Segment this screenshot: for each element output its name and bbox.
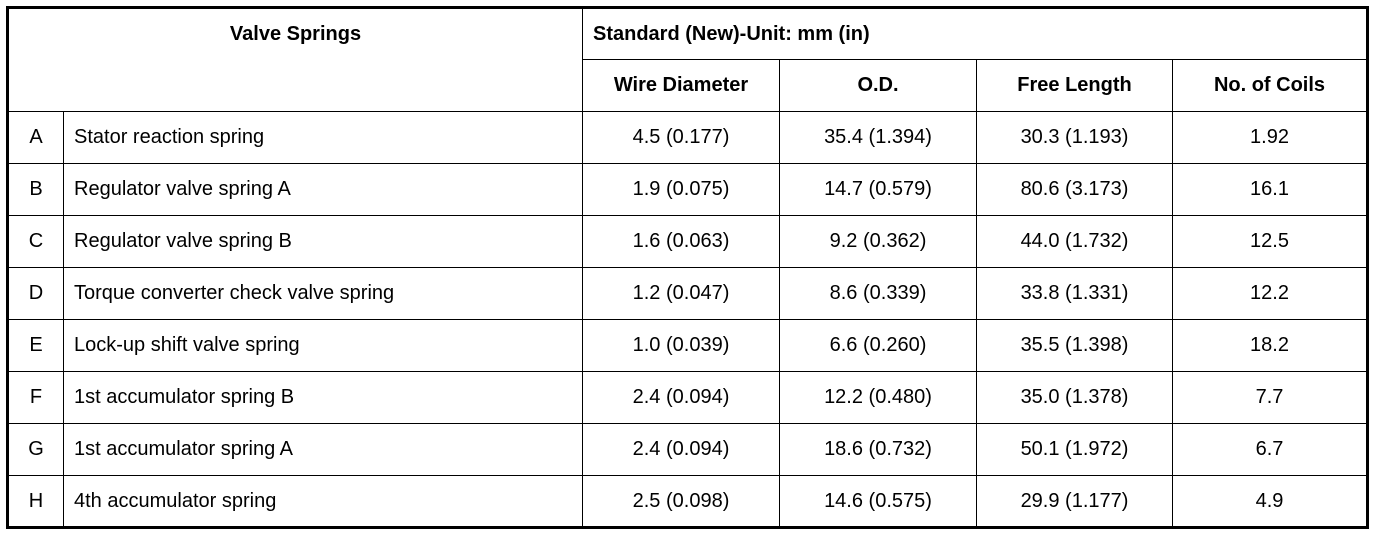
table-row: E Lock-up shift valve spring 1.0 (0.039) 6.… [7,319,1368,372]
spec-value: 18.2 [1172,319,1368,372]
column-header: Wire Diameter [582,59,780,112]
spec-value: 6.6 (0.260) [779,319,977,372]
spec-value: 35.4 (1.394) [779,111,977,164]
column-header: Free Length [976,59,1173,112]
spec-value: 30.3 (1.193) [976,111,1173,164]
row-letter: H [7,475,64,528]
spec-table: Valve Springs Standard (New)-Unit: mm (i… [6,6,1369,529]
table-row: D Torque converter check valve spring 1.2 … [7,267,1368,320]
spec-value: 35.0 (1.378) [976,371,1173,424]
row-letter: G [7,423,64,476]
row-letter: A [7,111,64,164]
row-letter: E [7,319,64,372]
column-header-row: Wire Diameter O.D. Free Length No. of Coils [8,59,1368,112]
spec-value: 1.6 (0.063) [582,215,780,268]
spec-value: 8.6 (0.339) [779,267,977,320]
column-header: No. of Coils [1172,59,1368,112]
spring-name: Torque converter check valve spring [63,267,583,320]
spec-value: 14.7 (0.579) [779,163,977,216]
spec-value: 35.5 (1.398) [976,319,1173,372]
spec-value: 6.7 [1172,423,1368,476]
table-row: G 1st accumulator spring A 2.4 (0.094) 18.6… [7,423,1368,476]
spec-value: 12.2 [1172,267,1368,320]
spec-value: 14.6 (0.575) [779,475,977,528]
column-header: O.D. [779,59,977,112]
row-letter: B [7,163,64,216]
spec-value: 16.1 [1172,163,1368,216]
table-row: C Regulator valve spring B 1.6 (0.063) 9.2 … [7,215,1368,268]
spring-name: Regulator valve spring B [63,215,583,268]
spring-name: 4th accumulator spring [63,475,583,528]
group-header: Standard (New)-Unit: mm (in) [582,7,1368,60]
spec-value: 12.5 [1172,215,1368,268]
spec-value: 2.4 (0.094) [582,371,780,424]
spec-value: 1.92 [1172,111,1368,164]
spec-value: 9.2 (0.362) [779,215,977,268]
spec-value: 1.9 (0.075) [582,163,780,216]
spec-value: 44.0 (1.732) [976,215,1173,268]
spring-name: Regulator valve spring A [63,163,583,216]
spring-name: Lock-up shift valve spring [63,319,583,372]
row-letter: C [7,215,64,268]
spring-name: 1st accumulator spring A [63,423,583,476]
table-body: A Stator reaction spring 4.5 (0.177) 35.4 (… [7,111,1368,528]
spec-value: 12.2 (0.480) [779,371,977,424]
spec-value: 29.9 (1.177) [976,475,1173,528]
spring-name: 1st accumulator spring B [63,371,583,424]
spring-name: Stator reaction spring [63,111,583,164]
spec-value: 7.7 [1172,371,1368,424]
spec-value: 80.6 (3.173) [976,163,1173,216]
row-letter: D [7,267,64,320]
table-row: H 4th accumulator spring 2.5 (0.098) 14.6 (… [7,475,1368,528]
spec-value: 1.0 (0.039) [582,319,780,372]
spec-value: 4.9 [1172,475,1368,528]
spec-value: 33.8 (1.331) [976,267,1173,320]
spec-value: 2.4 (0.094) [582,423,780,476]
spec-value: 1.2 (0.047) [582,267,780,320]
table-row: A Stator reaction spring 4.5 (0.177) 35.4 (… [7,111,1368,164]
row-letter: F [7,371,64,424]
spec-value: 50.1 (1.972) [976,423,1173,476]
spec-value: 18.6 (0.732) [779,423,977,476]
spec-value: 4.5 (0.177) [582,111,780,164]
table-row: B Regulator valve spring A 1.9 (0.075) 14.7… [7,163,1368,216]
spec-value: 2.5 (0.098) [582,475,780,528]
table-title: Valve Springs [7,7,583,112]
table-row: F 1st accumulator spring B 2.4 (0.094) 12.2… [7,371,1368,424]
